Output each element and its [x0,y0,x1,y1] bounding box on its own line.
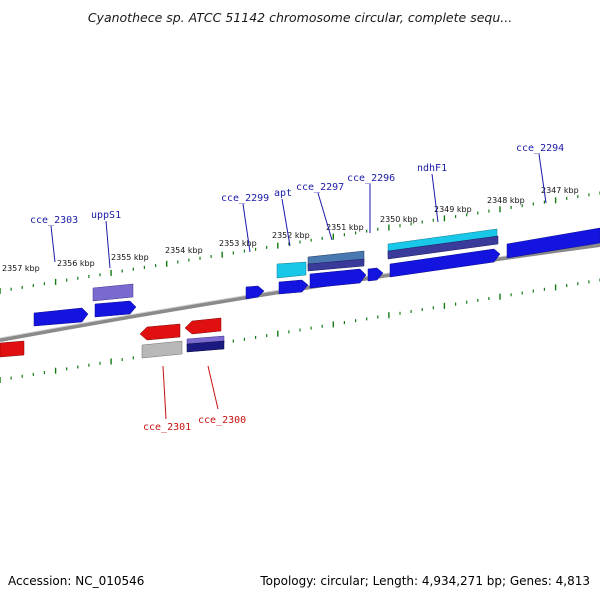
gene-arrow-forward[interactable] [94,300,137,318]
map-title: Cyanothece sp. ATCC 51142 chromosome cir… [87,10,513,25]
gene-label-leaders [50,153,547,420]
gene-track-navy[interactable] [186,340,225,353]
gene-label-upps1[interactable]: uppS1 [91,210,121,221]
gene-arrow-forward[interactable] [33,307,89,327]
gene-label-cce-2303[interactable]: cce_2303 [30,215,78,226]
gene-track-navy[interactable] [307,258,365,272]
gene-track-purple[interactable] [92,283,134,302]
kbp-label: 2353 kbp [219,239,257,248]
gene-arrow-forward[interactable] [389,248,501,278]
gene-labels: cce_2303 uppS1 cce_2299 apt cce_2297 cce… [30,143,564,433]
accession-value: NC_010546 [75,574,145,588]
gene-label-cce-2296[interactable]: cce_2296 [347,173,395,184]
kbp-label: 2356 kbp [57,259,95,268]
reverse-strand-genes [0,317,225,359]
gene-label-cce-2300[interactable]: cce_2300 [198,415,246,426]
kbp-label: 2351 kbp [326,223,364,232]
inner-scale-ring [0,278,600,383]
gene-label-cce-2299[interactable]: cce_2299 [221,193,269,204]
gene-label-cce-2297[interactable]: cce_2297 [296,182,344,193]
kbp-label: 2355 kbp [111,253,149,262]
gene-arrow-reverse[interactable] [0,340,25,358]
gene-label-cce-2294[interactable]: cce_2294 [516,143,564,154]
gene-arrow-forward[interactable] [367,267,384,282]
gene-arrow-forward[interactable] [278,279,309,295]
accession-info: Accession: NC_010546 [8,574,144,588]
gene-label-apt[interactable]: apt [274,188,292,199]
accession-label: Accession: [8,574,72,588]
gene-arrow-reverse[interactable] [184,317,222,335]
gene-label-ndhf1[interactable]: ndhF1 [417,163,447,174]
gene-track-grey[interactable] [141,340,183,359]
kbp-label: 2354 kbp [165,246,203,255]
gene-label-cce-2301[interactable]: cce_2301 [143,422,191,433]
kbp-label: 2357 kbp [2,264,40,273]
gene-track-cyan[interactable] [276,261,307,279]
gene-arrow-forward[interactable] [506,227,600,259]
kbp-label: 2352 kbp [272,231,310,240]
gene-track-navy[interactable] [387,235,499,260]
gene-arrow-forward[interactable] [309,268,367,289]
topology-info: Topology: circular; Length: 4,934,271 bp… [260,574,590,588]
kbp-label: 2347 kbp [541,186,579,195]
kbp-label: 2348 kbp [487,196,525,205]
forward-strand-genes [33,227,600,327]
outer-scale-ring [0,191,600,294]
kbp-label: 2350 kbp [380,215,418,224]
kbp-label: 2349 kbp [434,205,472,214]
gene-arrow-forward[interactable] [245,285,265,300]
gene-arrow-reverse[interactable] [139,323,181,341]
kbp-labels: 2357 kbp 2356 kbp 2355 kbp 2354 kbp 2353… [2,186,579,273]
